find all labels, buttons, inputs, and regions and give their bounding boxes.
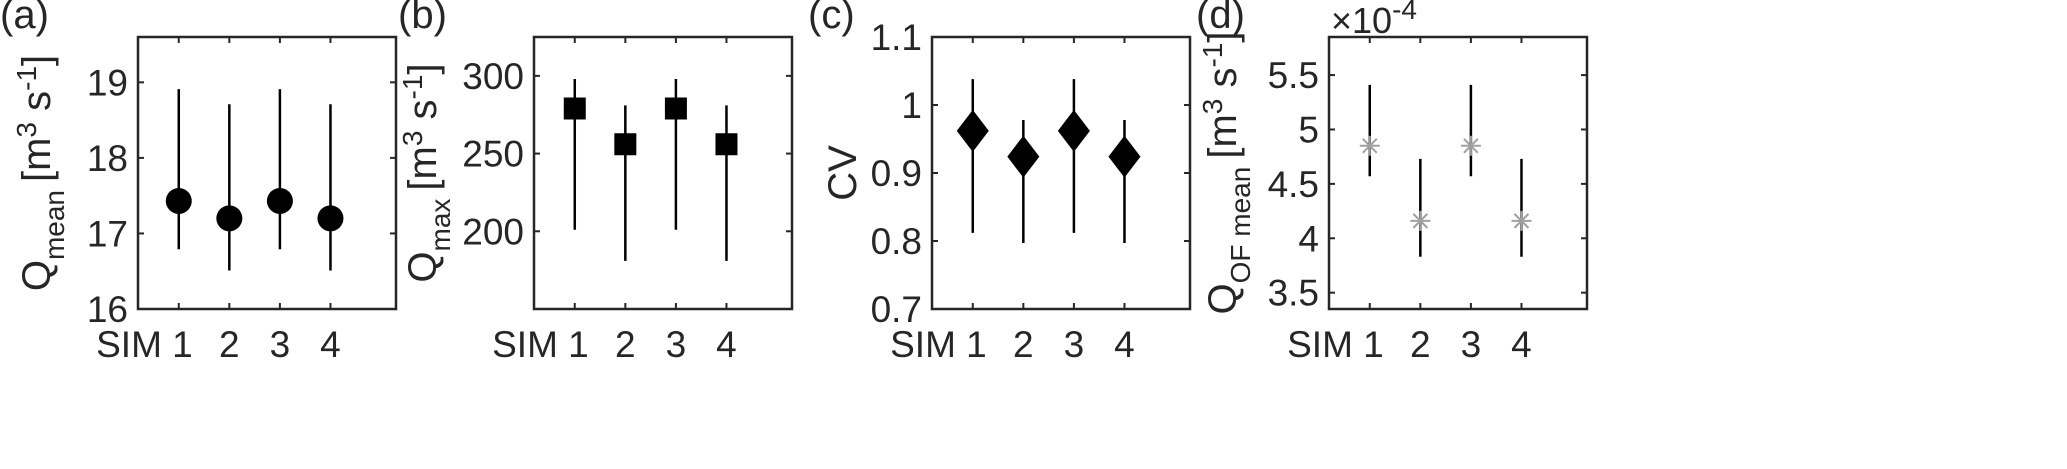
y-axis-label: Qmean [m3 s-1] xyxy=(11,55,70,291)
y-tick-label: 17 xyxy=(87,213,128,254)
y-tick-label: 0.8 xyxy=(871,221,922,262)
data-point xyxy=(1007,135,1040,178)
panel-label: (b) xyxy=(398,0,447,37)
ylabel-sup-neg1: -1 xyxy=(11,66,42,91)
ylabel-main: Q xyxy=(401,251,445,282)
x-tick-label: 2 xyxy=(1013,324,1034,365)
data-point xyxy=(317,205,344,232)
ylabel-unit-close: ] xyxy=(1201,32,1245,43)
asterisk-stroke xyxy=(1463,138,1479,154)
ylabel-sup-neg1: -1 xyxy=(397,75,428,100)
data-point xyxy=(664,97,687,120)
y-tick-label: 16 xyxy=(87,289,128,330)
ylabel-unit-close: ] xyxy=(15,55,59,66)
ylabel-subscript: mean xyxy=(39,190,70,260)
asterisk-stroke xyxy=(1362,138,1378,154)
y-tick-label: 0.7 xyxy=(871,289,922,330)
data-point xyxy=(956,109,989,152)
data-point xyxy=(715,133,738,156)
ylabel-unit: [m xyxy=(15,138,59,182)
y-tick-label: 5.5 xyxy=(1268,55,1319,96)
axes-box xyxy=(532,35,794,311)
y-tick-label: 0.9 xyxy=(871,153,922,194)
ylabel-unit: [m xyxy=(1201,114,1245,158)
x-tick-label: 3 xyxy=(666,324,687,365)
x-tick-label: 3 xyxy=(1064,324,1085,365)
x-tick-label: 4 xyxy=(1511,324,1532,365)
y-tick-label: 200 xyxy=(462,211,524,252)
x-tick-label: 2 xyxy=(219,324,240,365)
x-tick-label: 3 xyxy=(270,324,291,365)
ylabel-unit-s: s xyxy=(1201,68,1245,99)
x-tick-label: 3 xyxy=(1461,324,1482,365)
x-tick-label: 4 xyxy=(716,324,737,365)
chart-panel-3: 0.7 0.8 0.9 1 1.1 SIM 1 2 3 4 (c) CV xyxy=(808,0,1192,365)
axes-box xyxy=(136,35,398,311)
x-tick-label: 4 xyxy=(320,324,341,365)
y-tick-label: 3.5 xyxy=(1268,273,1319,314)
y-tick-label: 4 xyxy=(1298,218,1319,259)
ylabel-sup-3: 3 xyxy=(397,131,428,147)
panel-label: (a) xyxy=(0,0,49,37)
y-axis-label: CV xyxy=(821,145,865,201)
data-point xyxy=(1108,135,1141,178)
x-tick-label: 4 xyxy=(1114,324,1135,365)
x-tick-label: SIM 1 xyxy=(1287,324,1384,365)
panel-label: (c) xyxy=(808,0,855,37)
ylabel-unit: [m xyxy=(401,146,445,190)
data-point xyxy=(165,187,192,214)
y-tick-label: 1 xyxy=(901,85,922,126)
ylabel-subscript: max xyxy=(425,199,456,252)
ylabel-main: CV xyxy=(821,145,865,201)
exponent-power: -4 xyxy=(1392,0,1417,25)
data-point xyxy=(1057,109,1090,152)
y-tick-label: 5 xyxy=(1298,109,1319,150)
y-tick-label: 300 xyxy=(462,56,524,97)
data-point xyxy=(1511,210,1532,231)
x-tick-label: SIM 1 xyxy=(96,324,193,365)
axis-exponent: ×10-4 xyxy=(1331,0,1417,41)
ylabel-sup-3: 3 xyxy=(1197,99,1228,115)
axes-box xyxy=(930,35,1192,311)
ylabel-unit-s: s xyxy=(15,91,59,122)
data-point xyxy=(1410,210,1431,231)
x-tick-label: SIM 1 xyxy=(492,324,589,365)
ylabel-main: Q xyxy=(15,260,59,291)
ylabel-sup-3: 3 xyxy=(11,122,42,138)
x-tick-label: 2 xyxy=(615,324,636,365)
exponent-base: ×10 xyxy=(1331,0,1392,41)
ylabel-main: Q xyxy=(1201,283,1245,314)
x-tick-label: 2 xyxy=(1410,324,1431,365)
asterisk-stroke xyxy=(1513,213,1530,229)
axes-box xyxy=(1327,35,1589,311)
y-tick-label: 4.5 xyxy=(1268,164,1319,205)
y-tick-label: 19 xyxy=(87,62,128,103)
y-axis-label: Qmax [m3 s-1] xyxy=(397,63,456,282)
y-tick-label: 1.1 xyxy=(871,17,922,58)
ylabel-unit-close: ] xyxy=(401,63,445,74)
y-axis-label: QOF mean [m3 s-1] xyxy=(1197,32,1256,315)
y-tick-label: 18 xyxy=(87,138,128,179)
data-point xyxy=(614,133,637,156)
data-point xyxy=(563,97,586,120)
ylabel-subscript: OF mean xyxy=(1225,167,1256,284)
data-point xyxy=(266,187,293,214)
panel-label: (d) xyxy=(1196,0,1245,37)
ylabel-sup-neg1: -1 xyxy=(1197,43,1228,68)
y-tick-label: 250 xyxy=(462,134,524,175)
data-point xyxy=(1460,135,1481,156)
ylabel-unit-s: s xyxy=(401,99,445,130)
data-point xyxy=(1359,135,1380,156)
x-tick-label: SIM 1 xyxy=(890,324,987,365)
data-point xyxy=(216,205,243,232)
asterisk-stroke xyxy=(1412,213,1429,229)
